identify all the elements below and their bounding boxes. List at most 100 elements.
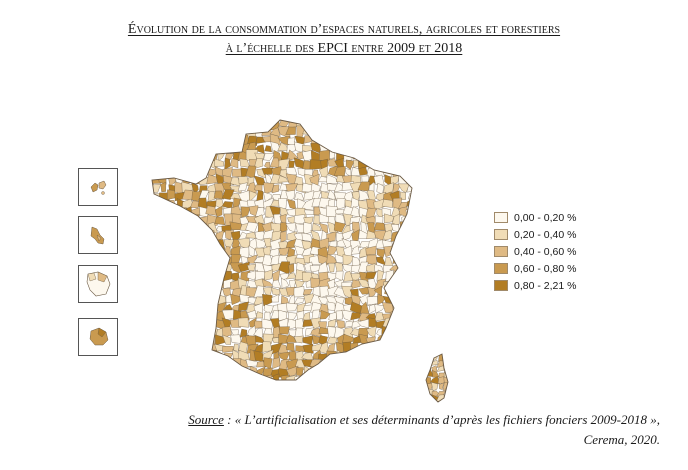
epci-cell: [157, 328, 169, 338]
epci-cell: [326, 383, 337, 393]
epci-cell: [351, 373, 363, 380]
epci-cell: [381, 325, 395, 336]
epci-cell: [278, 326, 290, 335]
epci-cell: [405, 120, 412, 129]
epci-cell: [399, 328, 409, 336]
epci-cell: [253, 328, 263, 339]
epci-cell: [384, 336, 392, 345]
epci-cell: [419, 359, 425, 366]
epci-cell: [418, 304, 426, 313]
epci-cell: [157, 312, 170, 322]
epci-cell: [285, 126, 296, 135]
epci-cell: [277, 126, 291, 139]
epci-cell: [359, 383, 370, 393]
epci-cell: [152, 198, 153, 210]
epci-cell: [206, 238, 216, 251]
epci-cell: [166, 261, 179, 273]
epci-cell: [181, 377, 193, 380]
epci-cell: [152, 120, 154, 122]
epci-cell: [327, 272, 338, 282]
epci-cell: [206, 253, 218, 266]
epci-cell: [181, 366, 195, 378]
epci-cell: [175, 121, 183, 130]
epci-cell: [222, 346, 234, 353]
epci-cell: [205, 230, 216, 242]
epci-cell: [400, 384, 409, 392]
epci-cell: [182, 150, 194, 162]
epci-cell: [368, 134, 379, 146]
epci-cell: [326, 301, 336, 311]
epci-cell: [383, 143, 394, 154]
epci-cell: [223, 367, 232, 377]
epci-cell: [286, 365, 299, 377]
epci-cell: [296, 151, 304, 160]
epci-cell: [182, 129, 193, 137]
epci-cell: [175, 165, 184, 178]
epci-cell: [287, 199, 297, 210]
epci-cell: [406, 174, 412, 185]
epci-cell: [361, 351, 368, 363]
legend-swatch: [494, 229, 508, 240]
epci-cell: [319, 374, 331, 380]
epci-cell: [198, 135, 210, 146]
epci-cell: [152, 240, 154, 248]
epci-cell: [335, 270, 344, 282]
epci-cell: [201, 238, 208, 250]
epci-cell: [255, 207, 265, 218]
epci-cell: [367, 360, 375, 369]
epci-cell: [200, 245, 211, 257]
epci-cell: [335, 197, 346, 210]
epci-cell: [192, 374, 201, 380]
epci-cell: [293, 297, 305, 305]
corsica-outline: [425, 353, 449, 403]
epci-cell: [405, 333, 412, 344]
epci-cell: [426, 382, 427, 392]
mainland-epci-cells: [152, 120, 426, 393]
epci-cell: [294, 192, 305, 201]
epci-cell: [245, 375, 258, 380]
epci-cell: [190, 158, 202, 171]
inset-martinique: [78, 216, 118, 254]
epci-cell: [279, 222, 288, 233]
epci-cell: [408, 312, 412, 320]
epci-cell: [152, 309, 154, 321]
epci-cell: [168, 232, 177, 242]
epci-cell: [197, 120, 211, 128]
epci-cell: [301, 373, 315, 380]
epci-cell: [375, 360, 386, 369]
epci-cell: [272, 357, 281, 369]
epci-cell: [414, 207, 424, 217]
epci-cell: [436, 365, 444, 372]
epci-cell: [152, 326, 162, 339]
epci-cell: [333, 358, 345, 370]
epci-cell: [165, 367, 179, 376]
epci-cell: [214, 158, 225, 167]
epci-cell: [399, 365, 410, 376]
epci-cell: [152, 303, 155, 313]
epci-cell: [193, 245, 201, 257]
epci-cell: [152, 297, 161, 305]
epci-cell: [205, 269, 216, 282]
epci-cell: [262, 229, 274, 240]
epci-cell: [200, 342, 207, 354]
epci-cell: [271, 184, 280, 194]
epci-cell: [214, 361, 227, 371]
epci-cell: [312, 120, 320, 129]
epci-cell: [152, 271, 163, 280]
epci-cell: [152, 248, 153, 259]
epci-cell: [357, 136, 369, 147]
epci-cell: [182, 222, 193, 233]
epci-cell: [174, 311, 187, 321]
epci-cell: [190, 230, 202, 241]
epci-cell: [152, 341, 155, 355]
legend-label: 0,00 - 0,20 %: [514, 211, 577, 224]
epci-cell: [205, 317, 216, 327]
epci-cell: [287, 312, 298, 322]
epci-cell: [174, 304, 186, 314]
epci-cell: [271, 287, 280, 296]
epci-cell: [205, 205, 217, 216]
epci-cell: [238, 317, 249, 328]
epci-cell: [350, 120, 361, 121]
epci-cell: [198, 150, 208, 162]
epci-cell: [384, 382, 392, 393]
